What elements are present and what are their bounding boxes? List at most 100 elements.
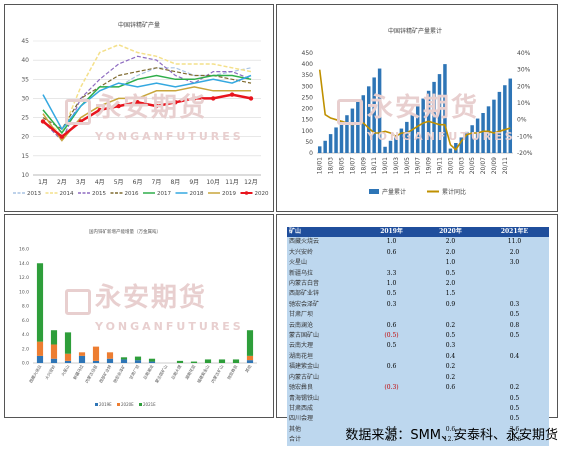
x-tick-label: 1月	[38, 179, 48, 186]
bar-cumulative	[323, 140, 327, 153]
data-point-2020	[192, 96, 197, 101]
x-tick-label: 20/07	[480, 157, 487, 174]
table-cell-value: 2.0	[509, 248, 520, 256]
y-tick-label: 14.0	[19, 261, 29, 267]
y-left-tick-label: 450	[302, 50, 314, 57]
bar-segment-2021E	[176, 360, 184, 363]
y-tick-label: 40	[21, 57, 29, 64]
legend-swatch-2020E	[117, 403, 120, 406]
y-tick-label: 15	[21, 153, 29, 160]
bar-cumulative	[334, 127, 338, 153]
bar-segment-2021E	[246, 330, 254, 356]
table-cell-mine: 火星山	[289, 259, 308, 267]
x-tick-label: 福建紫金山	[195, 364, 210, 384]
y-right-tick-label: 30%	[517, 67, 531, 74]
table-cell-value: 0.4	[386, 425, 397, 433]
series-line-2019	[42, 86, 251, 142]
table-cell-value: (0.3)	[384, 384, 399, 392]
bar-cumulative	[405, 121, 409, 153]
x-tick-label: 19/07	[415, 157, 422, 174]
table-row: 甘肃西成 0.5	[287, 403, 549, 415]
table-row: 甘肃厂坝 0.5	[287, 310, 549, 321]
chart-title: 中国锌精矿产量累计	[388, 27, 442, 35]
table-cell-value	[480, 289, 549, 299]
y-tick-label: 30	[21, 95, 29, 102]
bar-cumulative	[328, 134, 333, 153]
table-cell-mine: 其他	[289, 425, 302, 433]
table-cell-value: 0.5	[509, 404, 520, 412]
legend-label-bar: 产量累计	[382, 188, 406, 196]
bar-cumulative	[394, 135, 398, 153]
bar-segment-2020E	[92, 346, 100, 361]
x-tick-label: 3月	[76, 179, 86, 186]
bar-cumulative	[443, 64, 447, 153]
table-cell-value: 2.0	[445, 238, 456, 246]
table-cell-value: 11.0	[507, 238, 522, 246]
table-cell-value: 8.0	[386, 436, 397, 444]
table-cell-value	[480, 341, 549, 351]
legend-label-2013: 2013	[27, 191, 41, 197]
x-tick-label: 19/03	[393, 157, 400, 174]
table-cell-value: 0.9	[445, 300, 456, 308]
table-cell-value: 12.7	[443, 436, 458, 444]
x-tick-label: 5月	[114, 179, 124, 186]
bar-segment-2019E	[106, 358, 114, 363]
x-tick-label: 4月	[95, 179, 105, 186]
series-line-2018	[42, 74, 252, 131]
bar-segment-2020E	[64, 353, 72, 361]
table-cell-value: 1.0	[445, 259, 456, 267]
bar-cumulative	[508, 78, 513, 153]
data-point-2020	[154, 103, 159, 109]
table-cell-value: 0.5	[386, 342, 397, 350]
series-line-2014	[42, 43, 252, 134]
legend-label-2017: 2017	[157, 191, 171, 197]
table-cell-value: 0.5	[509, 332, 520, 340]
table-cell-value: 0.6	[445, 425, 456, 433]
legend-label-2014: 2014	[60, 191, 74, 197]
legend-swatch-2021E	[139, 403, 142, 406]
new-capacity-panel: 国内锌矿新增产能增量（万金属吨） 0.0 2.0 4.0 6.0 8.0 10.0 12.0 1…	[4, 214, 274, 418]
table-row: 其他 0.4 0.6 3.6	[287, 424, 549, 436]
monthly-production-panel: 中国锌精矿产量 10 15 20 25 30 35 40 45 1月 2月 3月 4月 5月 6月 7月 8月 9…	[4, 4, 274, 212]
table-cell-value: 0.6	[386, 248, 397, 256]
bar-cumulative	[437, 74, 442, 153]
x-tick-label: 18/07	[349, 157, 356, 174]
table-cell-value	[480, 269, 549, 279]
bar-segment-2021E	[64, 332, 72, 354]
bar-cumulative	[366, 86, 371, 153]
bar-cumulative	[497, 91, 502, 153]
table-cell-value: 1.0	[386, 238, 397, 246]
table-cell-value: 0.5	[386, 290, 397, 298]
table-row: 西藏火烧云 1.0 2.0 11.0	[287, 237, 549, 248]
legend-label-2021E: 2021E	[143, 402, 156, 407]
bar-cumulative	[459, 137, 464, 153]
x-tick-label: 10月	[206, 179, 220, 186]
data-point-2020	[210, 96, 216, 101]
bar-segment-2020E	[106, 352, 114, 359]
table-cell-mine: 大兴安岭	[289, 248, 314, 256]
legend-label-line: 累计同比	[442, 188, 466, 196]
table-cell-value: 1.0	[386, 280, 397, 288]
table-cell-value	[480, 373, 549, 383]
table-cell-mine: 驰宏彝良	[289, 384, 314, 392]
data-point-2020	[135, 100, 140, 105]
table-cell-value: 2.0	[445, 248, 456, 256]
bar-segment-2019E	[78, 355, 86, 363]
table-cell-value: 0.6	[445, 384, 456, 392]
bar-segment-2021E	[232, 359, 240, 363]
bar-segment-2019E	[50, 358, 58, 363]
table-cell-value	[480, 279, 549, 289]
table-cell-value	[421, 394, 480, 404]
table-cell-value: 3.3	[386, 269, 397, 277]
table-cell-value: 0.2	[509, 384, 520, 392]
data-point-2020	[78, 119, 84, 124]
x-tick-label: 20/05	[469, 157, 476, 174]
bar-segment-2020E	[50, 344, 58, 359]
table-cell-mine: 四川会理	[289, 415, 314, 423]
table-cell-value: 0.5	[509, 311, 520, 319]
table-cell-value: 2.0	[445, 280, 456, 288]
bar-segment-2019E	[64, 360, 72, 363]
table-cell-value: 0.3	[509, 300, 520, 308]
x-tick-label: 19/11	[437, 157, 444, 174]
x-tick-label: 11月	[225, 179, 239, 186]
